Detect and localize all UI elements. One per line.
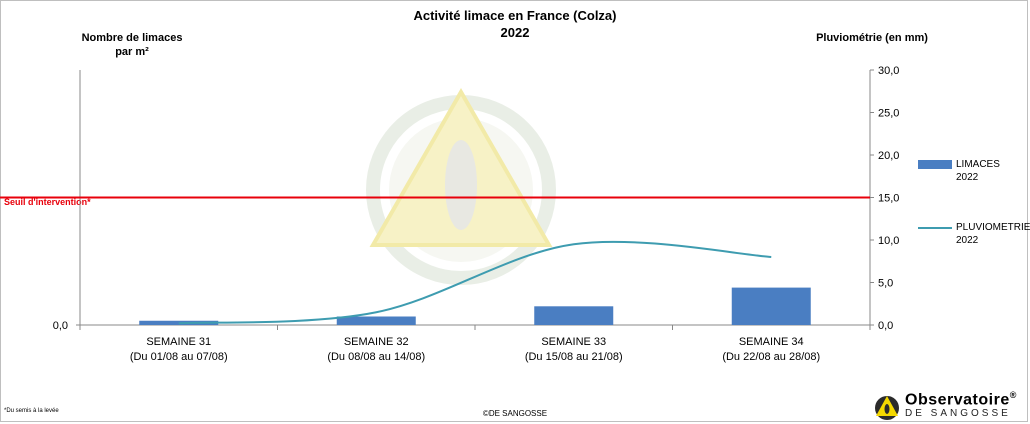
logo-title: Observatoire®: [905, 390, 1017, 409]
y-axis-left-label: Nombre de limaces par m²: [81, 32, 183, 58]
legend-item-pluviometrie: PLUVIOMETRIE 2022: [918, 221, 1030, 247]
y-axis-right-label: Pluviométrie (en mm): [816, 32, 928, 44]
observatoire-logo: Observatoire® DE SANGOSSE: [872, 389, 1028, 423]
y-right-tick-label: 20,0: [878, 150, 899, 162]
logo-subtitle: DE SANGOSSE: [905, 408, 1011, 419]
line-pluviometrie: [178, 240, 772, 325]
y-right-tick-label: 5,0: [878, 278, 893, 290]
y-right-tick-label: 10,0: [878, 235, 899, 247]
legend-item-limaces: LIMACES 2022: [918, 158, 1024, 184]
bar-limaces: [336, 316, 416, 325]
x-tick-label: (Du 22/08 au 28/08): [722, 351, 820, 363]
threshold-label: Seuil d'intervention*: [4, 197, 91, 207]
x-tick-label: SEMAINE 33: [541, 336, 606, 348]
chart-subtitle: 2022: [500, 25, 530, 40]
x-tick-label: (Du 08/08 au 14/08): [327, 351, 425, 363]
y-right-tick-label: 30,0: [878, 65, 899, 77]
legend-swatch-bar: [918, 160, 952, 169]
chart-title: Activité limace en France (Colza): [413, 8, 617, 23]
y-right-tick-label: 0,0: [878, 320, 893, 332]
bar-limaces: [534, 306, 614, 325]
legend-label: LIMACES 2022: [956, 159, 1000, 183]
x-tick-label: SEMAINE 31: [146, 336, 211, 348]
x-tick-label: SEMAINE 34: [739, 336, 804, 348]
y-left-tick-label: 0,0: [53, 320, 68, 332]
x-tick-label: SEMAINE 32: [344, 336, 409, 348]
y-right-tick-label: 25,0: [878, 108, 899, 120]
x-tick-label: (Du 01/08 au 07/08): [130, 351, 228, 363]
bar-limaces: [731, 287, 811, 325]
x-tick-label: (Du 15/08 au 21/08): [525, 351, 623, 363]
y-right-tick-label: 15,0: [878, 193, 899, 205]
legend-swatch-line: [918, 227, 952, 229]
footnote: *Du semis à la levée: [4, 408, 59, 414]
watermark-icon: [366, 87, 556, 285]
warning-triangle-icon: [875, 396, 899, 420]
legend-label: PLUVIOMETRIE 2022: [956, 222, 1030, 246]
copyright: ©DE SANGOSSE: [482, 409, 548, 418]
